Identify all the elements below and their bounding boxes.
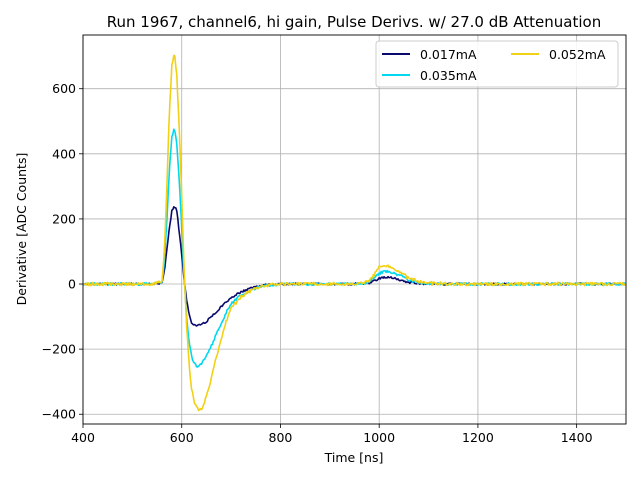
- y-tick-label: −200: [42, 342, 76, 357]
- x-tick-label: 600: [170, 430, 194, 445]
- chart-title: Run 1967, channel6, hi gain, Pulse Deriv…: [107, 13, 601, 31]
- axis-ticks: 400 600 800 1000 1200 1400 −400 −200 0 200 400 600: [42, 81, 593, 445]
- y-tick-label: 200: [52, 211, 76, 226]
- y-tick-label: 600: [52, 81, 76, 96]
- y-axis-label: Derivative [ADC Counts]: [14, 153, 29, 306]
- legend-label-0017ma: 0.017mA: [420, 47, 477, 62]
- y-tick-label: −400: [42, 407, 76, 422]
- series-layer: [82, 54, 627, 412]
- x-tick-label: 1400: [561, 430, 593, 445]
- legend-label-0052ma: 0.052mA: [549, 47, 606, 62]
- grid-lines: [82, 35, 626, 424]
- y-tick-label: 0: [68, 277, 76, 292]
- plot-frame: [82, 34, 627, 425]
- legend: 0.017mA 0.035mA 0.052mA: [375, 40, 619, 88]
- x-tick-label: 400: [71, 430, 95, 445]
- x-tick-label: 1200: [462, 430, 494, 445]
- x-tick-label: 1000: [363, 430, 395, 445]
- x-axis-label: Time [ns]: [324, 450, 384, 465]
- x-tick-label: 800: [269, 430, 293, 445]
- legend-box: [375, 40, 619, 88]
- series-line-0052ma: [82, 54, 627, 412]
- y-tick-label: 400: [52, 146, 76, 161]
- legend-label-0035ma: 0.035mA: [420, 68, 477, 83]
